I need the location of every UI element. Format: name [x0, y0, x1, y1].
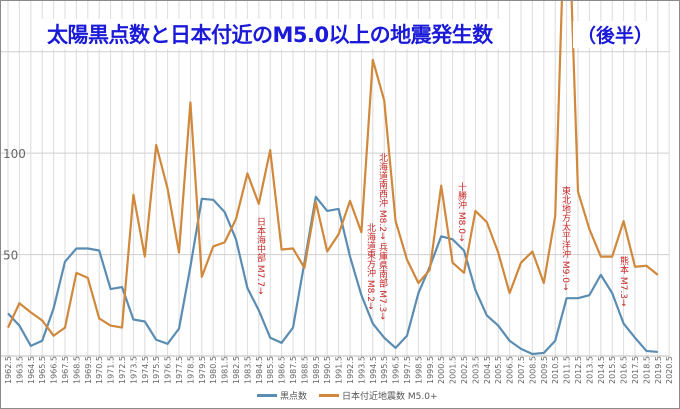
x-tick-label: 2007.5 [517, 356, 526, 384]
x-tick-label: 2018.5 [642, 356, 651, 384]
legend-label-sunspots: 黒点数 [280, 392, 308, 402]
x-tick-label: 1967.5 [61, 356, 70, 384]
x-tick-label: 2005.5 [494, 356, 503, 384]
x-tick-label: 1971.5 [107, 356, 116, 384]
x-tick-label: 1998.5 [414, 356, 423, 384]
x-tick-label: 1976.5 [164, 356, 173, 384]
x-tick-label: 2006.5 [506, 356, 515, 384]
x-tick-label: 2009.5 [540, 356, 549, 384]
x-tick-label: 1970.5 [95, 356, 104, 384]
x-tick-label: 2008.5 [528, 356, 537, 384]
x-tick-label: 1972.5 [118, 356, 127, 384]
x-tick-label: 2014.5 [597, 356, 606, 384]
x-tick-label: 1995.5 [380, 356, 389, 384]
chart-subtitle: （後半） [573, 21, 658, 48]
annotation-hokkaido-nanseioki-hyogo: 北海道南西沖 M8.2→ 兵庫県南部 M7.3→ [377, 153, 387, 320]
x-tick-label: 1985.5 [266, 356, 275, 384]
x-tick-label: 1968.5 [72, 356, 81, 384]
series-line-sunspots [7, 195, 658, 356]
x-tick-label: 1977.5 [175, 356, 184, 384]
chart-title: 太陽黒点数と日本付近のM5.0以上の地震発生数 [41, 19, 499, 49]
x-tick-label: 1996.5 [392, 356, 401, 384]
x-tick-label: 2019.5 [654, 356, 663, 384]
x-tick-label: 2011.5 [563, 356, 572, 384]
x-tick-label: 2017.5 [631, 356, 640, 384]
x-tick-label: 1966.5 [50, 356, 59, 384]
x-tick-label: 1980.5 [209, 356, 218, 384]
x-tick-label: 2000.5 [437, 356, 446, 384]
legend-swatch-earthquakes [319, 394, 339, 397]
x-tick-label: 1992.5 [346, 356, 355, 384]
annotation-tohoku: 東北地方太平洋沖 M9.0→ [560, 186, 570, 291]
legend-item-earthquakes: 日本付近地震数 M5.0+ [319, 389, 437, 402]
x-tick-label: 2001.5 [449, 356, 458, 384]
x-tick-label: 1963.5 [15, 356, 24, 384]
annotation-kumamoto: 熊本 M7.3→ [618, 256, 628, 307]
x-tick-label: 1974.5 [141, 356, 150, 384]
x-tick-label: 1962.5 [4, 356, 13, 384]
x-tick-label: 1988.5 [300, 356, 309, 384]
x-tick-label: 2016.5 [620, 356, 629, 384]
x-tick-label: 1989.5 [312, 356, 321, 384]
annotation-hokkaido-toho-oki: 北海道東方沖 M8.2→ [365, 223, 375, 310]
x-tick-label: 1999.5 [426, 356, 435, 384]
x-tick-label: 2010.5 [551, 356, 560, 384]
x-tick-label: 1990.5 [323, 356, 332, 384]
x-tick-label: 1994.5 [369, 356, 378, 384]
x-tick-label: 1991.5 [335, 356, 344, 384]
x-tick-label: 1981.5 [221, 356, 230, 384]
x-tick-label: 2020.5 [665, 356, 674, 384]
x-tick-label: 2003.5 [471, 356, 480, 384]
x-tick-label: 1969.5 [84, 356, 93, 384]
x-tick-label: 1986.5 [278, 356, 287, 384]
annotation-nihonkai-chubu: 日本海中部 M7.7→ [255, 217, 265, 295]
x-tick-label: 1973.5 [129, 356, 138, 384]
x-tick-label: 2004.5 [483, 356, 492, 384]
x-tick-label: 1983.5 [243, 356, 252, 384]
x-tick-label: 1964.5 [27, 356, 36, 384]
legend-swatch-sunspots [257, 394, 277, 397]
x-tick-label: 2002.5 [460, 356, 469, 384]
x-tick-label: 1979.5 [198, 356, 207, 384]
x-tick-label: 1978.5 [186, 356, 195, 384]
x-tick-label: 1993.5 [357, 356, 366, 384]
x-tick-label: 2015.5 [608, 356, 617, 384]
x-tick-label: 1975.5 [152, 356, 161, 384]
y-tick-label: 100 [3, 147, 26, 161]
legend-item-sunspots: 黒点数 [257, 389, 307, 402]
x-tick-label: 2013.5 [585, 356, 594, 384]
x-tick-label: 1982.5 [232, 356, 241, 384]
series-line-earthquakes [7, 1, 659, 337]
x-tick-label: 1987.5 [289, 356, 298, 384]
y-tick-label: 50 [3, 249, 18, 263]
x-tick-label: 2012.5 [574, 356, 583, 384]
x-tick-label: 1997.5 [403, 356, 412, 384]
annotation-tokachi-oki: 十勝沖 M8.0→ [456, 182, 466, 242]
x-tick-label: 1965.5 [38, 356, 47, 384]
legend-label-earthquakes: 日本付近地震数 M5.0+ [342, 392, 438, 402]
x-tick-label: 1984.5 [255, 356, 264, 384]
